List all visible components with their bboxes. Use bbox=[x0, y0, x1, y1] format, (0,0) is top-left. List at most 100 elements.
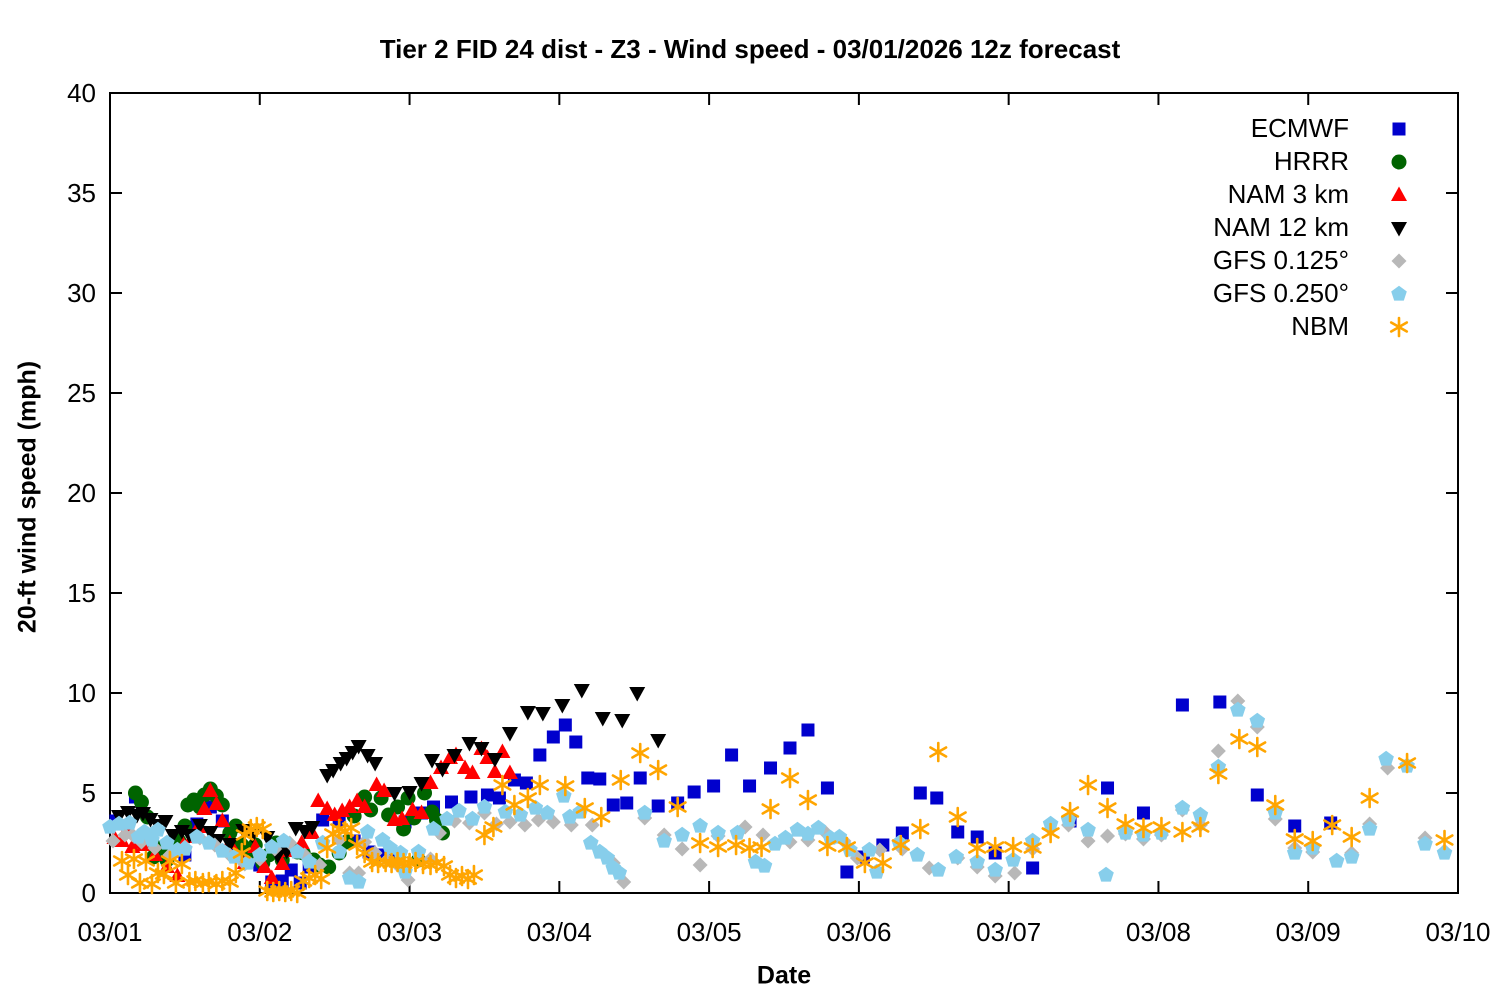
data-point-asterisk bbox=[611, 769, 630, 791]
data-point-triangle-down bbox=[594, 712, 611, 727]
data-point-triangle-down bbox=[164, 829, 181, 844]
data-point-asterisk bbox=[1230, 728, 1249, 750]
data-point-asterisk bbox=[891, 834, 910, 856]
data-point-pentagon bbox=[969, 853, 986, 869]
data-point-triangle-up bbox=[334, 802, 351, 817]
data-point-pentagon bbox=[1343, 848, 1360, 864]
data-point-square bbox=[519, 776, 533, 790]
data-point-square bbox=[480, 788, 494, 802]
data-point-square bbox=[620, 796, 634, 810]
data-point-asterisk bbox=[709, 836, 728, 858]
data-point-asterisk bbox=[575, 797, 594, 819]
data-point-triangle-down bbox=[134, 807, 151, 822]
data-point-asterisk bbox=[1060, 801, 1080, 823]
data-point-asterisk bbox=[649, 759, 668, 781]
y-axis-title: 20-ft wind speed (mph) bbox=[13, 360, 42, 634]
data-point-diamond bbox=[1391, 253, 1407, 268]
data-point-square bbox=[651, 799, 665, 813]
data-point-pentagon bbox=[539, 804, 556, 820]
data-point-asterisk bbox=[855, 852, 874, 874]
data-point-asterisk bbox=[556, 775, 575, 797]
data-point-pentagon bbox=[239, 854, 256, 870]
data-point-pentagon bbox=[301, 853, 318, 869]
data-point-asterisk bbox=[631, 742, 650, 764]
data-point-asterisk bbox=[1397, 752, 1417, 774]
data-point-diamond bbox=[1100, 828, 1116, 844]
data-point-asterisk bbox=[968, 837, 987, 859]
data-point-triangle-down bbox=[359, 749, 376, 764]
legend-label: GFS 0.250° bbox=[1212, 278, 1349, 308]
data-point-triangle-down bbox=[629, 687, 646, 702]
data-point-asterisk bbox=[348, 834, 367, 856]
data-point-pentagon bbox=[159, 834, 175, 850]
data-point-triangle-up bbox=[456, 759, 473, 774]
data-point-square bbox=[801, 723, 815, 737]
series-nbm bbox=[112, 728, 1454, 904]
data-point-pentagon bbox=[756, 857, 773, 873]
data-point-asterisk bbox=[668, 796, 687, 818]
data-point-pentagon bbox=[909, 846, 926, 862]
data-point-asterisk bbox=[160, 850, 180, 872]
data-point-diamond bbox=[1007, 865, 1023, 881]
data-point-triangle-down bbox=[434, 763, 451, 778]
data-point-diamond bbox=[105, 833, 121, 849]
data-point-asterisk bbox=[475, 824, 494, 846]
data-point-triangle-up bbox=[341, 798, 358, 813]
data-point-triangle-down bbox=[386, 787, 403, 802]
data-point-asterisk bbox=[253, 818, 272, 840]
data-point-pentagon bbox=[1249, 712, 1266, 728]
data-point-diamond bbox=[674, 841, 690, 857]
data-point-asterisk bbox=[1435, 829, 1454, 851]
data-point-triangle-down bbox=[424, 754, 441, 769]
data-point-pentagon bbox=[636, 804, 653, 820]
data-point-diamond bbox=[1210, 743, 1226, 759]
data-point-triangle-up bbox=[501, 764, 518, 779]
data-point-triangle-down bbox=[1391, 221, 1407, 236]
data-point-pentagon bbox=[810, 819, 827, 835]
data-point-triangle-down bbox=[350, 740, 367, 755]
data-point-asterisk bbox=[464, 864, 484, 886]
data-point-asterisk bbox=[172, 853, 191, 875]
data-point-pentagon bbox=[948, 848, 965, 864]
data-point-pentagon bbox=[710, 824, 726, 840]
data-point-triangle-down bbox=[142, 813, 159, 828]
data-point-square bbox=[533, 748, 547, 762]
legend-marker-triangle-down-icon bbox=[1349, 215, 1449, 241]
data-point-pentagon bbox=[150, 821, 166, 837]
data-point-asterisk bbox=[1285, 828, 1304, 850]
legend-marker-diamond-icon bbox=[1349, 248, 1449, 274]
data-point-square bbox=[725, 748, 739, 762]
data-point-asterisk bbox=[1116, 813, 1135, 835]
data-point-pentagon bbox=[692, 817, 708, 833]
data-point-diamond bbox=[755, 827, 771, 843]
chart-title: Tier 2 FID 24 dist - Z3 - Wind speed - 0… bbox=[379, 34, 1121, 64]
data-point-asterisk bbox=[518, 787, 537, 809]
data-point-circle bbox=[390, 799, 406, 815]
data-point-square bbox=[1288, 819, 1302, 833]
data-point-triangle-down bbox=[473, 742, 490, 757]
data-point-pentagon bbox=[189, 828, 205, 844]
data-point-pentagon bbox=[275, 832, 292, 848]
data-point-pentagon bbox=[1436, 844, 1453, 860]
legend-label: NBM bbox=[1291, 311, 1349, 341]
data-point-triangle-down bbox=[573, 684, 590, 699]
data-point-asterisk bbox=[484, 816, 503, 838]
x-tick-label: 03/07 bbox=[976, 917, 1041, 947]
data-point-pentagon bbox=[111, 815, 127, 831]
data-point-asterisk bbox=[1191, 816, 1210, 838]
data-point-square bbox=[633, 771, 647, 785]
data-point-asterisk bbox=[929, 741, 948, 763]
data-point-triangle-down bbox=[534, 707, 551, 722]
data-point-pentagon bbox=[767, 835, 783, 851]
data-point-triangle-up bbox=[310, 792, 327, 807]
data-point-triangle-up bbox=[356, 798, 373, 813]
data-point-pentagon bbox=[464, 810, 481, 826]
data-point-square bbox=[707, 779, 721, 793]
data-point-asterisk bbox=[798, 789, 818, 811]
data-point-square bbox=[1250, 788, 1264, 802]
legend-label: GFS 0.125° bbox=[1212, 245, 1349, 275]
data-point-pentagon bbox=[1192, 806, 1209, 822]
data-point-pentagon bbox=[1005, 851, 1021, 867]
data-point-asterisk bbox=[1389, 316, 1409, 337]
data-point-square bbox=[783, 741, 797, 755]
